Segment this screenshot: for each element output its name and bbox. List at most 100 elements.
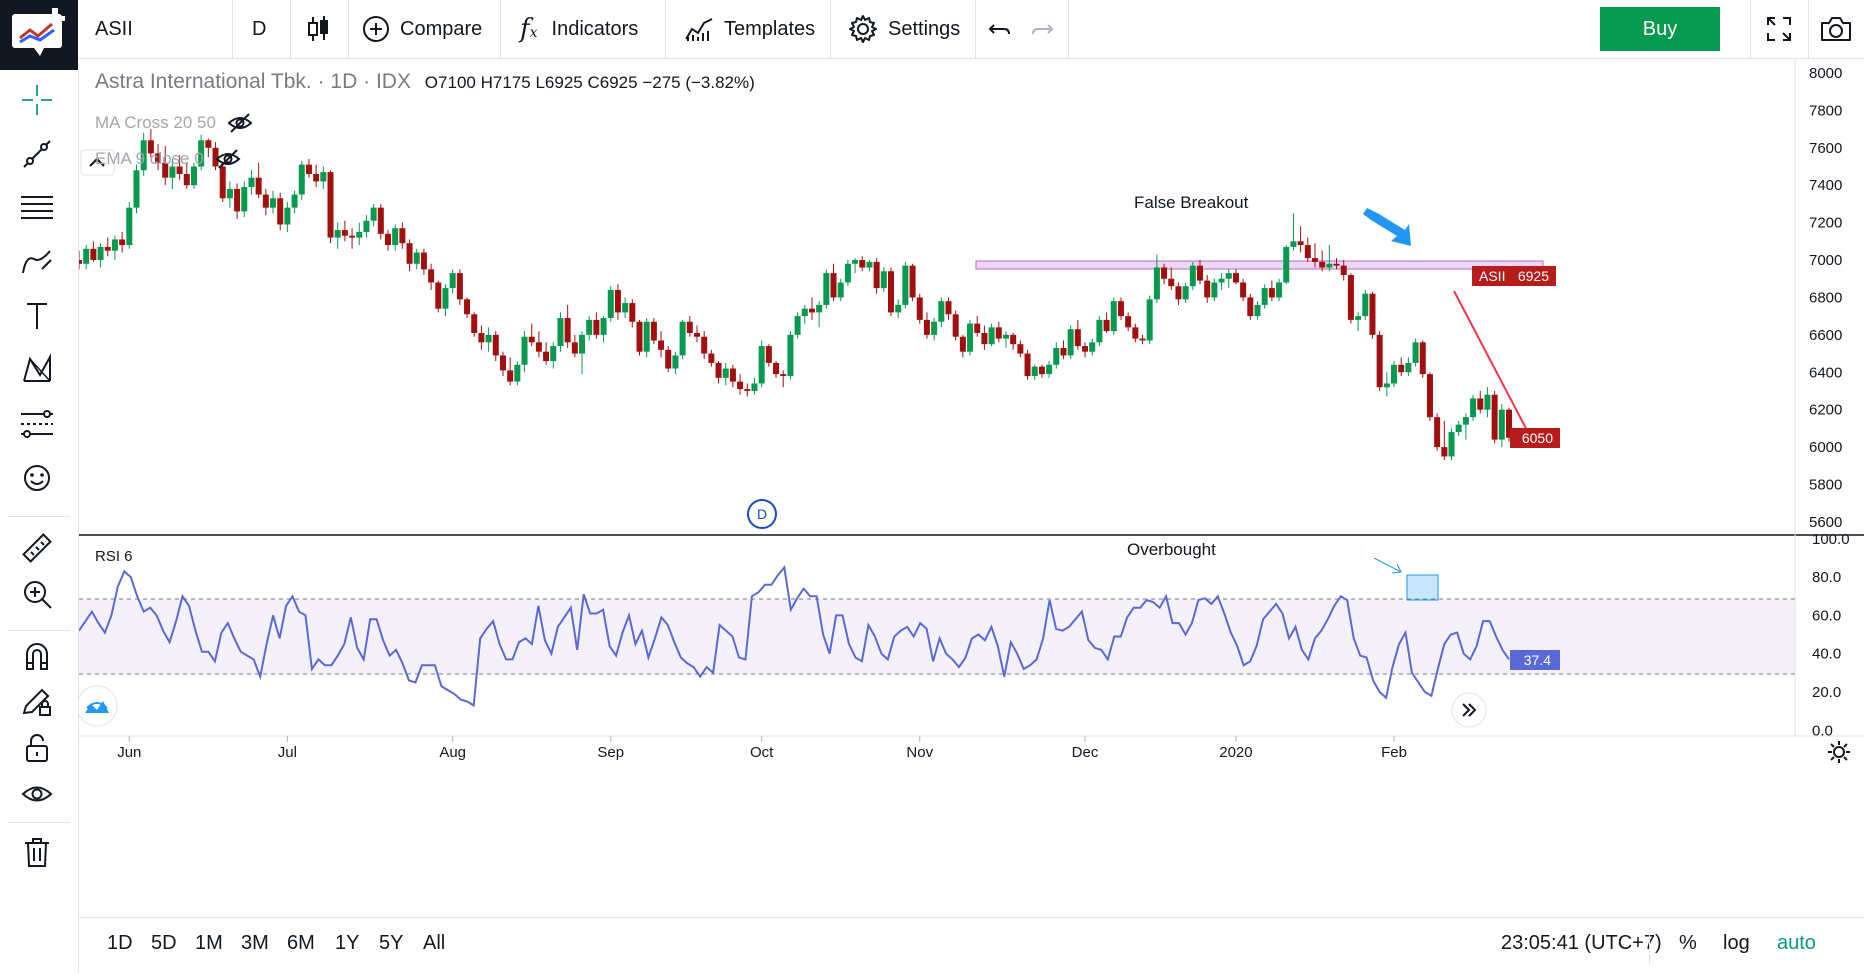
last-price-label: ASII 6925: [1472, 266, 1556, 286]
magnet-tool[interactable]: [17, 636, 57, 676]
divider: [8, 630, 70, 631]
resistance-zone[interactable]: [975, 260, 1544, 270]
candle: [550, 346, 557, 362]
templates-button[interactable]: Templates: [684, 0, 815, 58]
snapshot-button[interactable]: [1820, 0, 1852, 58]
emoji-tool[interactable]: [17, 458, 57, 498]
percent-toggle[interactable]: %: [1679, 932, 1697, 954]
zoom-in-tool[interactable]: [17, 574, 57, 614]
rsi-title: RSI 6: [95, 548, 133, 565]
clock-timezone[interactable]: 23:05:41 (UTC+7): [1501, 932, 1662, 954]
gear-icon: [849, 15, 877, 43]
hide-drawings-tool[interactable]: [17, 774, 57, 814]
candle: [794, 316, 801, 335]
indicator-ema[interactable]: EMA 9 close 0: [95, 148, 242, 170]
horizontal-lines-tool[interactable]: [17, 188, 57, 228]
chart-style-button[interactable]: [304, 0, 332, 58]
symbol-search[interactable]: ASII: [95, 0, 133, 58]
brush-tool[interactable]: [17, 242, 57, 282]
text-tool[interactable]: [17, 296, 57, 336]
candle: [773, 362, 780, 375]
ruler-tool[interactable]: [17, 528, 57, 568]
candle: [1096, 319, 1103, 343]
lock-drawings-pencil-tool[interactable]: [17, 682, 57, 722]
candle: [823, 273, 830, 305]
chart-area[interactable]: D False Breakout Overbought RSI 6 5600 58…: [79, 58, 1864, 917]
false-breakout-label[interactable]: False Breakout: [1134, 193, 1249, 212]
remove-drawings-tool[interactable]: [17, 832, 57, 872]
candle: [658, 340, 665, 350]
range-3m[interactable]: 3M: [241, 932, 269, 954]
candle: [1197, 265, 1204, 281]
eye-off-icon[interactable]: [226, 112, 254, 134]
lock-tool[interactable]: [17, 728, 57, 768]
settings-button[interactable]: Settings: [848, 0, 960, 58]
candle: [535, 342, 542, 352]
symbol-name[interactable]: Astra International Tbk.: [95, 70, 312, 93]
candle: [262, 194, 269, 208]
rsi-tick-label: 80.0: [1812, 569, 1841, 586]
pattern-tool[interactable]: [17, 350, 57, 390]
trend-line-tool[interactable]: [17, 134, 57, 174]
chart-settings-gear[interactable]: [1828, 741, 1850, 763]
brush-icon: [22, 250, 52, 274]
log-toggle[interactable]: log: [1723, 932, 1750, 954]
candle: [298, 164, 305, 195]
candle: [1225, 273, 1232, 279]
candle: [1146, 299, 1153, 341]
price-axis-ticks: 5600 5800 6000 6200 6400 6600 6800 7000 7200 7400…: [1809, 65, 1842, 531]
range-1y[interactable]: 1Y: [335, 932, 360, 954]
indicator-ma-cross[interactable]: MA Cross 20 50: [95, 112, 254, 134]
candle: [952, 314, 959, 337]
price-tick-label: 7600: [1809, 140, 1842, 157]
compare-button[interactable]: Compare: [362, 0, 482, 58]
price-tick-label: 6200: [1809, 402, 1842, 419]
tradingview-logo[interactable]: [79, 685, 118, 727]
dividend-marker[interactable]: [747, 499, 777, 529]
divider: [665, 0, 666, 58]
crosshair-tool[interactable]: [17, 80, 57, 120]
candle: [902, 265, 909, 305]
candle: [1132, 327, 1139, 339]
candle: [1125, 316, 1132, 328]
fullscreen-button[interactable]: [1765, 0, 1793, 58]
range-6m[interactable]: 6M: [287, 932, 315, 954]
last-price-value: 6925: [1518, 268, 1549, 284]
redo-button[interactable]: [1030, 0, 1054, 58]
downtrend-line[interactable]: [1453, 290, 1531, 437]
candle: [464, 299, 471, 315]
candle: [97, 246, 104, 261]
divider: [1649, 928, 1650, 964]
scroll-to-realtime-button[interactable]: [1451, 692, 1487, 728]
undo-button[interactable]: [988, 0, 1012, 58]
overbought-label[interactable]: Overbought: [1127, 540, 1216, 559]
prediction-tool[interactable]: [17, 404, 57, 444]
range-5d[interactable]: 5D: [151, 932, 177, 954]
time-tick-label: Sep: [597, 744, 624, 761]
range-1m[interactable]: 1M: [195, 932, 223, 954]
legend-dot: ·: [317, 70, 331, 93]
candle: [1053, 347, 1060, 365]
eye-off-icon[interactable]: [214, 148, 242, 170]
range-5y[interactable]: 5Y: [379, 932, 404, 954]
candle: [104, 246, 111, 251]
candle: [126, 207, 133, 246]
plus-circle-icon: [363, 16, 389, 42]
overbought-box[interactable]: [1406, 574, 1439, 601]
indicators-button[interactable]: fx Indicators: [520, 0, 638, 58]
range-1d[interactable]: 1D: [107, 932, 133, 954]
auto-toggle[interactable]: auto: [1777, 932, 1816, 954]
candle: [1189, 265, 1196, 287]
ohlc-c-letter: C: [587, 73, 600, 92]
false-breakout-arrow[interactable]: [1363, 208, 1411, 246]
buy-button[interactable]: Buy: [1600, 7, 1720, 51]
range-all[interactable]: All: [423, 932, 446, 954]
crosshair-icon: [22, 85, 52, 115]
app-logo[interactable]: [0, 0, 78, 70]
collapse-legend-button[interactable]: [80, 149, 115, 176]
overbought-arrow[interactable]: [1373, 557, 1402, 573]
candle: [1441, 447, 1448, 457]
interval-button[interactable]: D: [252, 0, 266, 58]
current-price-label-bg: [1510, 428, 1560, 448]
candle: [650, 321, 657, 341]
